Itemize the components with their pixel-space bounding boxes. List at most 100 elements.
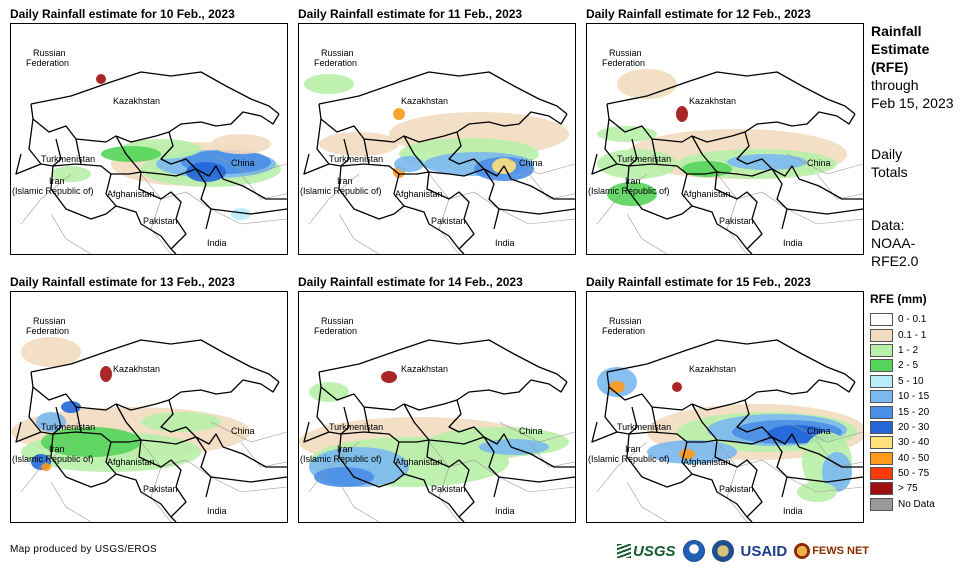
label-turkmenistan: Turkmenistan	[329, 154, 383, 164]
rainfall-area	[381, 371, 397, 383]
label-turkmenistan: Turkmenistan	[41, 154, 95, 164]
rainfall-area	[727, 154, 807, 170]
country-borders	[591, 339, 863, 522]
rainfall-area	[21, 337, 81, 367]
rfe-title-line3: (RFE)	[871, 59, 909, 75]
rainfall-overlay	[11, 337, 251, 472]
country-labels: Russian Federation Kazakhstan Turkmenist…	[588, 316, 831, 516]
label-china: China	[807, 158, 831, 168]
label-iran-line1: Iran	[337, 444, 353, 454]
fews-globe-icon	[794, 543, 811, 559]
legend-swatch	[870, 451, 893, 465]
label-russia-line2: Federation	[26, 58, 69, 68]
legend-item: 0 - 0.1	[870, 312, 935, 327]
label-afghanistan: Afghanistan	[395, 189, 443, 199]
legend-swatch	[870, 467, 893, 481]
label-russia-line2: Federation	[602, 326, 645, 336]
label-russia-line1: Russian	[609, 48, 642, 58]
legend-item: 15 - 20	[870, 404, 935, 419]
legend-swatch	[870, 482, 893, 496]
legend-swatch	[870, 420, 893, 434]
label-iran-line2: (Islamic Republic of)	[300, 186, 382, 196]
label-russia-line1: Russian	[321, 316, 354, 326]
panel-title: Daily Rainfall estimate for 15 Feb., 202…	[586, 275, 811, 289]
country-labels: Russian Federation Kazakhstan Turkmenist…	[588, 48, 831, 248]
panel-title: Daily Rainfall estimate for 11 Feb., 202…	[298, 7, 523, 21]
label-afghanistan: Afghanistan	[395, 457, 443, 467]
label-kazakhstan: Kazakhstan	[401, 96, 448, 106]
legend-item: 0.1 - 1	[870, 327, 935, 342]
usaid-logo: USAID	[740, 542, 788, 560]
rainfall-map-panel-3: Daily Rainfall estimate for 12 Feb., 202…	[586, 7, 864, 255]
label-afghanistan: Afghanistan	[107, 457, 155, 467]
rfe-title: Rainfall Estimate (RFE) through Feb 15, …	[871, 22, 954, 112]
label-china: China	[231, 158, 255, 168]
rainfall-map-panel-5: Daily Rainfall estimate for 14 Feb., 202…	[298, 275, 576, 523]
country-labels: Russian Federation Kazakhstan Turkmenist…	[12, 48, 255, 248]
legend-item: 40 - 50	[870, 451, 935, 466]
label-india: India	[783, 506, 803, 516]
legend-label: > 75	[898, 483, 918, 495]
legend-swatch	[870, 390, 893, 404]
totals-label: Daily Totals	[871, 145, 908, 181]
label-iran-line2: (Islamic Republic of)	[12, 186, 94, 196]
legend-label: 5 - 10	[898, 375, 924, 387]
country-borders	[591, 71, 863, 254]
label-iran-line2: (Islamic Republic of)	[12, 454, 94, 464]
legend-label: 1 - 2	[898, 344, 919, 356]
label-kazakhstan: Kazakhstan	[689, 364, 736, 374]
legend-swatch	[870, 436, 893, 450]
label-pakistan: Pakistan	[143, 484, 178, 494]
rainfall-area	[231, 208, 251, 220]
legend-label: 0.1 - 1	[898, 329, 927, 341]
rainfall-area	[309, 382, 349, 402]
legend-label: 10 - 15	[898, 391, 930, 403]
label-russia-line1: Russian	[321, 48, 354, 58]
rainfall-area	[319, 132, 399, 156]
rainfall-area	[41, 427, 141, 457]
label-iran-line1: Iran	[625, 176, 641, 186]
rainfall-area	[682, 161, 732, 177]
label-turkmenistan: Turkmenistan	[617, 154, 671, 164]
legend-item: 2 - 5	[870, 358, 935, 373]
label-china: China	[519, 158, 543, 168]
label-china: China	[231, 426, 255, 436]
rainfall-area	[672, 382, 682, 392]
map-frame: Russian Federation Kazakhstan Turkmenist…	[10, 23, 288, 255]
legend-label: 15 - 20	[898, 406, 930, 418]
rainfall-map: Russian Federation Kazakhstan Turkmenist…	[588, 316, 863, 522]
legend: 0 - 0.1 0.1 - 1 1 - 2 2 - 5 5 - 10 10 - 15 15 …	[870, 312, 935, 512]
rainfall-map-panel-2: Daily Rainfall estimate for 11 Feb., 202…	[298, 7, 576, 255]
agency-logos: USGS USAID FEWS NET	[617, 538, 869, 564]
through-date: Feb 15, 2023	[871, 95, 954, 111]
label-iran-line1: Iran	[49, 444, 65, 454]
admin-borders	[20, 421, 287, 522]
label-turkmenistan: Turkmenistan	[329, 422, 383, 432]
country-borders	[303, 71, 575, 254]
label-india: India	[207, 506, 227, 516]
rainfall-area	[607, 182, 657, 206]
rainfall-map-panel-4: Daily Rainfall estimate for 13 Feb., 202…	[10, 275, 288, 523]
label-kazakhstan: Kazakhstan	[113, 96, 160, 106]
map-frame: Russian Federation Kazakhstan Turkmenist…	[10, 291, 288, 523]
rainfall-area	[101, 146, 161, 162]
rainfall-area	[100, 366, 112, 382]
map-frame: Russian Federation Kazakhstan Turkmenist…	[298, 291, 576, 523]
label-pakistan: Pakistan	[431, 216, 466, 226]
fews-logo-text: FEWS NET	[812, 545, 870, 557]
rainfall-map: Russian Federation Kazakhstan Turkmenist…	[12, 48, 287, 254]
map-frame: Russian Federation Kazakhstan Turkmenist…	[586, 23, 864, 255]
through-label: through	[871, 77, 919, 93]
rfe-title-line1: Rainfall	[871, 23, 922, 39]
legend-swatch	[870, 328, 893, 342]
legend-swatch	[870, 405, 893, 419]
legend-title: RFE (mm)	[870, 292, 927, 306]
admin-borders	[20, 153, 287, 254]
rainfall-area	[304, 74, 354, 94]
label-iran-line2: (Islamic Republic of)	[300, 454, 382, 464]
map-frame: Russian Federation Kazakhstan Turkmenist…	[586, 291, 864, 523]
label-russia-line2: Federation	[602, 58, 645, 68]
legend-item: 5 - 10	[870, 374, 935, 389]
rainfall-area	[394, 156, 424, 172]
rainfall-map: Russian Federation Kazakhstan Turkmenist…	[11, 316, 287, 522]
